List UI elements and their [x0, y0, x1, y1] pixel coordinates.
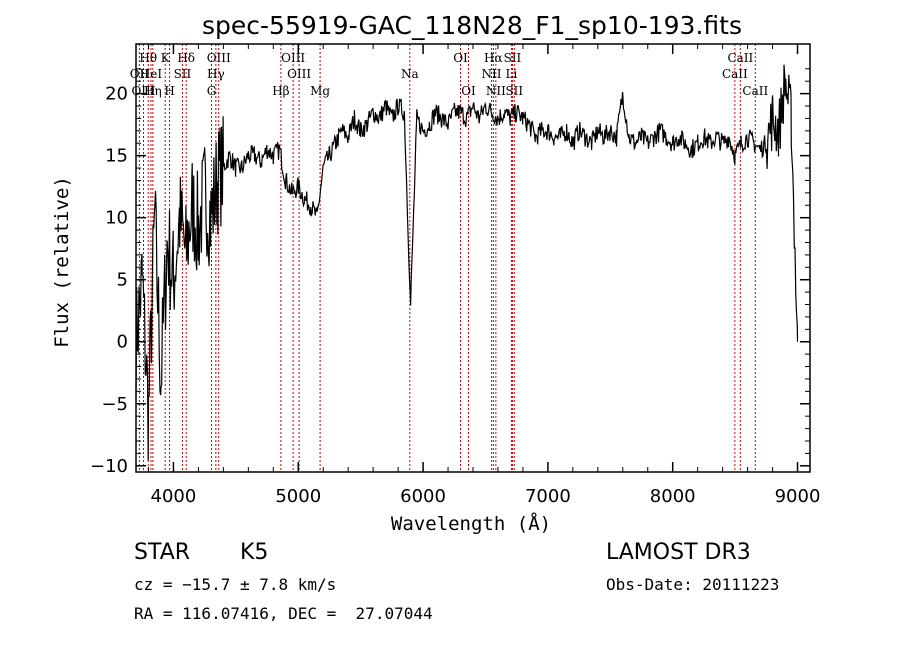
object-class: STAR	[134, 540, 191, 565]
survey-name: LAMOST DR3	[606, 540, 751, 565]
line-label-7: SII	[174, 67, 192, 81]
y-tick-label-3: 5	[117, 270, 128, 291]
y-tick-label-4: 10	[105, 208, 128, 229]
line-label-23: Li	[506, 67, 518, 81]
spectrum-series-line	[135, 64, 799, 461]
line-label-26: CaII	[727, 51, 753, 65]
line-label-12: Hβ	[272, 84, 289, 98]
line-label-13: OIII	[281, 51, 305, 65]
x-tick-label-1: 5000	[275, 486, 321, 507]
line-label-18: OI	[461, 84, 476, 98]
line-label-10: Hγ	[207, 67, 225, 81]
y-tick-label-6: 20	[105, 84, 128, 105]
line-label-16: Na	[401, 67, 419, 81]
y-axis-ticks: −10 −5 0 5 10 15 20	[90, 68, 810, 477]
line-label-6: H	[164, 84, 174, 98]
line-label-15: Mg	[310, 84, 330, 98]
line-label-27: CaII	[742, 84, 768, 98]
x-tick-label-5: 9000	[775, 486, 821, 507]
line-label-4: Hη	[144, 84, 162, 98]
coordinates: RA = 116.07416, DEC = 27.07044	[134, 604, 433, 623]
line-label-9: OIII	[207, 51, 231, 65]
x-tick-label-3: 7000	[525, 486, 571, 507]
y-axis-label: Flux (relative)	[51, 176, 73, 348]
y-tick-label-2: 0	[117, 332, 128, 353]
spectral-line-markers	[138, 44, 756, 472]
line-label-11: G	[207, 84, 217, 98]
y-tick-label-0: −10	[90, 456, 128, 477]
observation-date: Obs-Date: 20111223	[606, 575, 780, 594]
line-label-2: OIII	[131, 84, 155, 98]
x-axis-label: Wavelength (Å)	[391, 512, 551, 535]
line-label-5: K	[161, 51, 171, 65]
object-subclass: K5	[240, 540, 269, 565]
line-label-19: Hα	[484, 51, 503, 65]
chart-title: spec-55919-GAC_118N28_F1_sp10-193.fits	[202, 11, 742, 40]
line-label-22: SII	[504, 51, 522, 65]
line-label-14: OIII	[287, 67, 311, 81]
line-label-1: OII	[130, 67, 150, 81]
line-label-20: NII	[481, 67, 501, 81]
line-label-0: Hθ	[139, 51, 157, 65]
line-label-25: CaII	[722, 67, 748, 81]
x-axis-ticks: 4000 5000 6000 7000 8000 9000	[147, 44, 821, 507]
y-tick-label-1: −5	[101, 394, 128, 415]
line-label-3: HeI	[140, 67, 163, 81]
line-label-17: OI	[453, 51, 468, 65]
x-tick-label-0: 4000	[151, 486, 197, 507]
y-tick-label-5: 15	[105, 146, 128, 167]
line-label-24: SII	[505, 84, 523, 98]
line-label-21: NII	[486, 84, 506, 98]
line-label-8: Hδ	[177, 51, 195, 65]
x-tick-label-4: 8000	[650, 486, 696, 507]
x-tick-label-2: 6000	[400, 486, 446, 507]
redshift-velocity: cz = −15.7 ± 7.8 km/s	[134, 575, 337, 594]
